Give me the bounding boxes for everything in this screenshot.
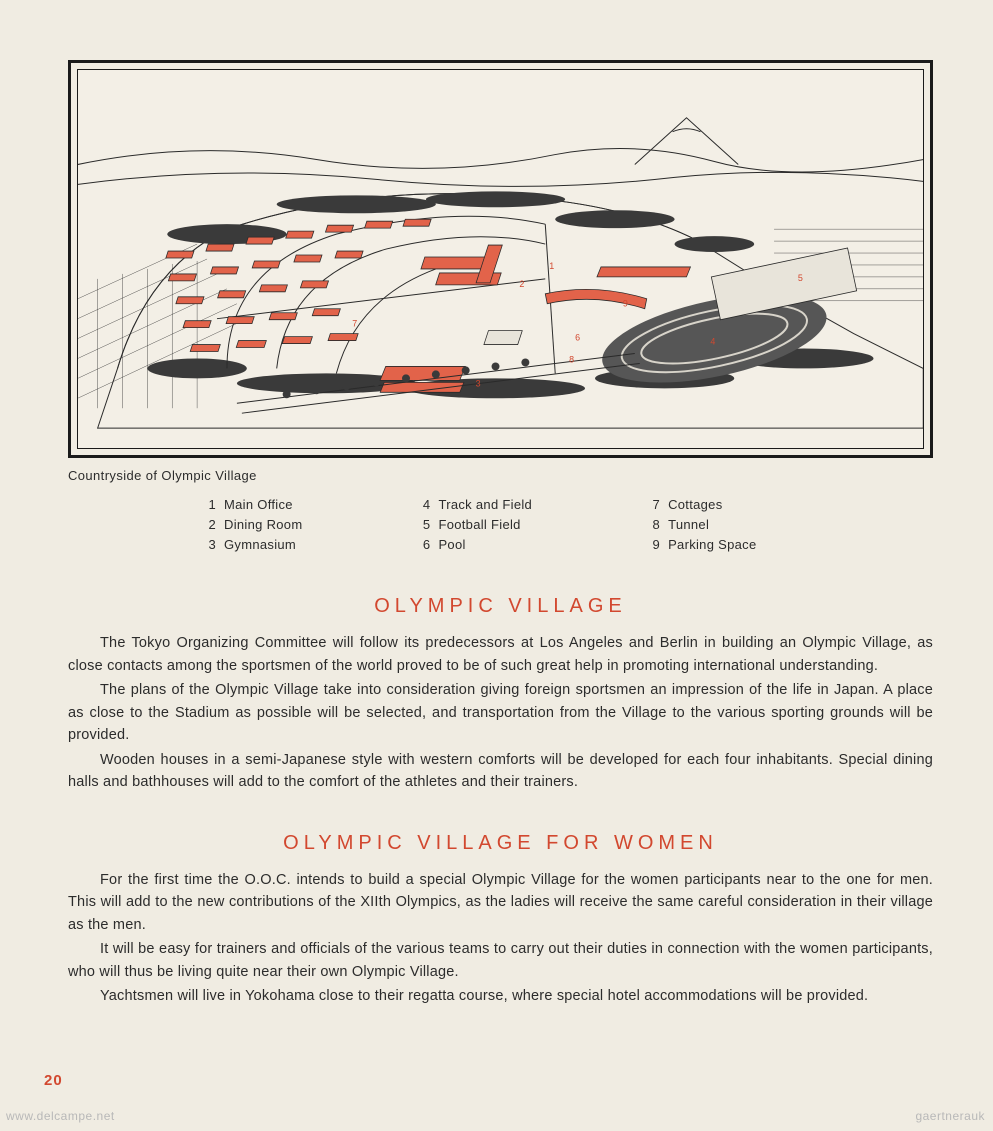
illustration: 1 2 3 4 5 6 7 8 9	[77, 69, 924, 449]
legend-num: 8	[642, 515, 660, 535]
legend-label: Dining Room	[224, 515, 302, 535]
fig-ann-9: 9	[623, 299, 628, 309]
document-page: 1 2 3 4 5 6 7 8 9 Countryside of Olympic…	[68, 60, 933, 1046]
legend-num: 5	[412, 515, 430, 535]
legend-num: 4	[412, 495, 430, 515]
section-heading: OLYMPIC VILLAGE FOR WOMEN	[68, 832, 933, 855]
paragraph: Wooden houses in a semi-Japanese style w…	[68, 749, 933, 794]
legend-label: Gymnasium	[224, 535, 296, 555]
legend-label: Parking Space	[668, 535, 756, 555]
legend-label: Main Office	[224, 495, 293, 515]
figure-frame: 1 2 3 4 5 6 7 8 9	[68, 60, 933, 458]
legend-col-3: 7 Cottages 8 Tunnel 9 Parking Space	[642, 495, 756, 555]
fig-ann-4: 4	[710, 337, 715, 347]
watermark-right: gaertnerauk	[915, 1109, 985, 1123]
legend-num: 6	[412, 535, 430, 555]
watermark-left: www.delcampe.net	[6, 1109, 115, 1123]
fig-ann-3: 3	[476, 378, 481, 388]
section-olympic-village: OLYMPIC VILLAGE The Tokyo Organizing Com…	[68, 595, 933, 793]
legend-num: 3	[198, 535, 216, 555]
village-drawing: 1 2 3 4 5 6 7 8 9	[78, 70, 923, 448]
legend-label: Cottages	[668, 495, 722, 515]
section-body: The Tokyo Organizing Committee will foll…	[68, 632, 933, 793]
legend-label: Pool	[438, 535, 465, 555]
fig-ann-5: 5	[798, 273, 803, 283]
fig-ann-2: 2	[519, 279, 524, 289]
fig-ann-1: 1	[549, 261, 554, 271]
legend-label: Track and Field	[438, 495, 532, 515]
paragraph: Yachtsmen will live in Yokohama close to…	[68, 985, 933, 1007]
section-heading: OLYMPIC VILLAGE	[68, 595, 933, 618]
paragraph: It will be easy for trainers and officia…	[68, 938, 933, 983]
legend-label: Football Field	[438, 515, 520, 535]
paragraph: The plans of the Olympic Village take in…	[68, 679, 933, 746]
paragraph: The Tokyo Organizing Committee will foll…	[68, 632, 933, 677]
legend-col-2: 4 Track and Field 5 Football Field 6 Pool	[412, 495, 532, 555]
fig-ann-7: 7	[352, 319, 357, 329]
legend-num: 9	[642, 535, 660, 555]
paragraph: For the first time the O.O.C. intends to…	[68, 869, 933, 936]
section-olympic-village-women: OLYMPIC VILLAGE FOR WOMEN For the first …	[68, 832, 933, 1008]
fig-ann-6: 6	[575, 333, 580, 343]
page-number: 20	[44, 1072, 63, 1089]
figure-caption: Countryside of Olympic Village	[68, 468, 933, 483]
figure-legend: 1 Main Office 2 Dining Room 3 Gymnasium 4 Tr…	[198, 495, 933, 555]
section-body: For the first time the O.O.C. intends to…	[68, 869, 933, 1008]
legend-num: 2	[198, 515, 216, 535]
legend-num: 1	[198, 495, 216, 515]
legend-col-1: 1 Main Office 2 Dining Room 3 Gymnasium	[198, 495, 302, 555]
fig-ann-8: 8	[569, 354, 574, 364]
legend-label: Tunnel	[668, 515, 709, 535]
legend-num: 7	[642, 495, 660, 515]
